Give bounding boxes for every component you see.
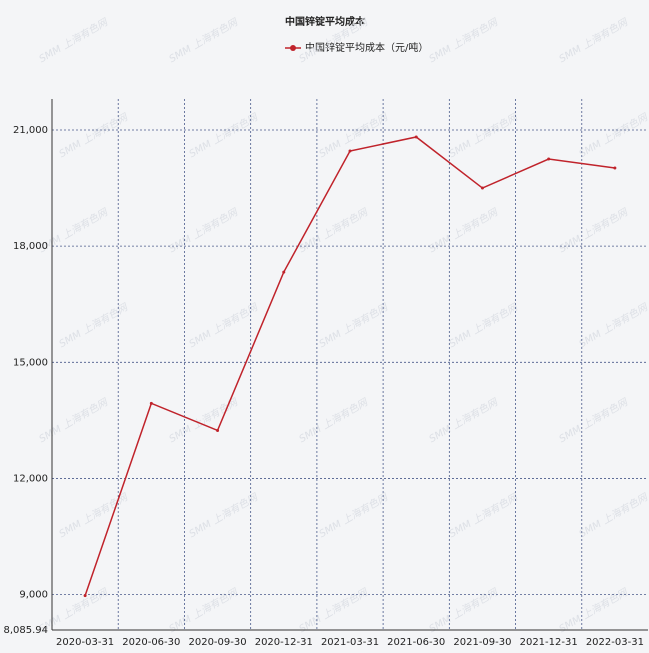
y-tick-label: 15,000 [13, 357, 48, 368]
x-tick-label: 2021-03-31 [321, 637, 379, 648]
x-tick-label: 2021-12-31 [520, 637, 578, 648]
point [282, 270, 286, 274]
y-tick-label: 18,000 [13, 241, 48, 252]
point [547, 157, 551, 161]
x-tick-label: 2020-09-30 [188, 637, 246, 648]
y-tick-label: 12,000 [13, 473, 48, 484]
x-tick-label: 2020-03-31 [56, 637, 114, 648]
y-tick-label: 21,000 [13, 125, 48, 136]
x-tick-label: 2020-06-30 [122, 637, 180, 648]
point [83, 594, 87, 598]
x-tick-label: 2021-06-30 [387, 637, 445, 648]
y-tick-label: 9,000 [19, 590, 48, 601]
point [348, 149, 352, 153]
x-tick-label: 2022-03-31 [586, 637, 644, 648]
point [480, 186, 484, 190]
point [613, 166, 617, 170]
y-tick-label: 8,085.94 [3, 625, 48, 636]
legend-label: 中国锌锭平均成本（元/吨） [305, 41, 428, 54]
x-tick-label: 2020-12-31 [255, 637, 313, 648]
point [149, 401, 153, 405]
x-tick-label: 2021-09-30 [453, 637, 511, 648]
chart-title: 中国锌锭平均成本 [285, 15, 366, 28]
legend-marker [290, 45, 296, 51]
point [414, 135, 418, 139]
point [216, 428, 220, 432]
